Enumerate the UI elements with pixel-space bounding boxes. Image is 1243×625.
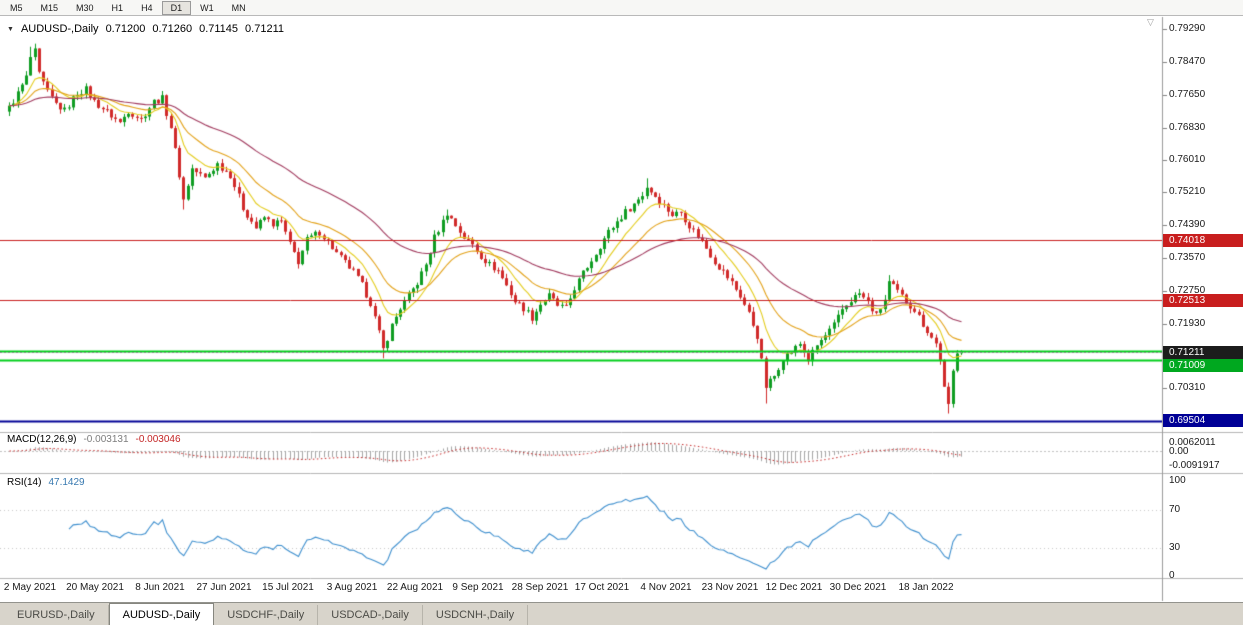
date-axis-label: 12 Dec 2021 (765, 582, 823, 593)
rsi-axis-label: 30 (1169, 541, 1181, 553)
date-axis-label: 18 Jan 2022 (898, 582, 954, 593)
date-axis-label: 9 Sep 2021 (452, 582, 504, 593)
chart-open-value: 0.71200 (105, 23, 146, 35)
timeframe-button-m15[interactable]: M15 (40, 2, 59, 13)
date-axis-label: 8 Jun 2021 (135, 582, 185, 593)
date-axis-label: 30 Dec 2021 (829, 582, 887, 593)
chart-tab-eurusd-daily[interactable]: EURUSD-,Daily (4, 605, 109, 625)
date-axis-label: 27 Jun 2021 (196, 582, 252, 593)
chart-tab-usdchf-daily[interactable]: USDCHF-,Daily (214, 605, 319, 625)
macd-indicator-label: MACD(12,26,9) -0.003131 -0.003046 (7, 434, 181, 445)
chart-low-value: 0.71145 (199, 23, 239, 35)
price-tag-support-blue: 0.69504 (1163, 414, 1243, 428)
rsi-indicator-label: RSI(14) 47.1429 (7, 477, 85, 488)
chart-tab-usdcnh-daily[interactable]: USDCNH-,Daily (423, 605, 529, 625)
macd-axis-label: 0.0062011 (1169, 436, 1216, 448)
price-tag-last-price: 0.71211 (1163, 345, 1243, 359)
chart-tab-audusd-daily[interactable]: AUDUSD-,Daily (108, 603, 215, 625)
macd-main-value: -0.003131 (83, 434, 129, 445)
timeframe-toolbar: M5 M15 M30 H1 H4 D1 W1 MN (0, 0, 1243, 16)
date-axis-label: 17 Oct 2021 (574, 582, 630, 593)
chart-collapse-icon[interactable]: ▼ (7, 25, 14, 33)
price-tag-resistance-1: 0.74018 (1163, 233, 1243, 247)
chart-close-value: 0.71211 (245, 23, 284, 35)
macd-axis-label: -0.0091917 (1169, 459, 1220, 471)
timeframe-button-m5[interactable]: M5 (10, 2, 23, 13)
timeframe-button-m30[interactable]: M30 (76, 2, 94, 13)
date-axis-label: 20 May 2021 (66, 582, 124, 593)
rsi-axis-label: 100 (1169, 475, 1186, 486)
price-axis-label: 0.76010 (1169, 154, 1206, 166)
rsi-value: 47.1429 (48, 477, 85, 488)
timeframe-button-h1[interactable]: H1 (111, 2, 124, 13)
macd-signal-value: -0.003046 (135, 434, 181, 445)
price-axis-label: 0.79290 (1169, 23, 1206, 35)
date-axis-label: 3 Aug 2021 (326, 582, 378, 593)
chart-title: ▼ AUDUSD-,Daily 0.71200 0.71260 0.71145 … (7, 23, 284, 35)
date-axis-label: 22 Aug 2021 (386, 582, 444, 593)
price-axis-label: 0.71930 (1169, 317, 1206, 329)
price-tag-resistance-2: 0.72513 (1163, 293, 1243, 307)
rsi-name: RSI(14) (7, 477, 42, 488)
macd-name: MACD(12,26,9) (7, 434, 77, 445)
date-axis-label: 23 Nov 2021 (701, 582, 759, 593)
date-axis-label: 28 Sep 2021 (511, 582, 569, 593)
chart-tab-usdcad-daily[interactable]: USDCAD-,Daily (318, 605, 423, 625)
timeframe-button-h4[interactable]: H4 (141, 2, 153, 13)
chart-symbol-label: AUDUSD-,Daily (20, 23, 99, 35)
price-axis-label: 0.78470 (1169, 55, 1206, 67)
price-axis-label: 0.76830 (1169, 121, 1206, 133)
price-axis-label: 0.72750 (1169, 284, 1206, 296)
price-axis-label: 0.77650 (1169, 88, 1206, 100)
price-axis-label: 0.75210 (1169, 186, 1206, 198)
timeframe-button-w1[interactable]: W1 (200, 2, 214, 13)
price-axis-label: 0.74390 (1169, 219, 1206, 231)
macd-axis-label: 0.00 (1169, 446, 1189, 457)
timeframe-button-mn[interactable]: MN (231, 2, 246, 13)
date-axis-label: 4 Nov 2021 (640, 582, 692, 593)
chart-tab-bar: EURUSD-,Daily AUDUSD-,Daily USDCHF-,Daily U… (0, 602, 1243, 625)
price-axis-label: 0.70310 (1169, 382, 1206, 394)
price-tag-support-green: 0.71009 (1163, 358, 1243, 372)
rsi-axis-label: 0 (1169, 570, 1175, 581)
date-axis-label: 15 Jul 2021 (262, 582, 314, 593)
timeframe-button-d1[interactable]: D1 (161, 0, 192, 15)
chart-high-value: 0.71260 (152, 23, 193, 35)
chart-shift-icon[interactable]: ▽ (1147, 17, 1154, 27)
date-axis-label: 2 May 2021 (3, 582, 57, 593)
rsi-axis-label: 70 (1169, 503, 1181, 515)
price-axis-label: 0.73570 (1169, 251, 1206, 263)
